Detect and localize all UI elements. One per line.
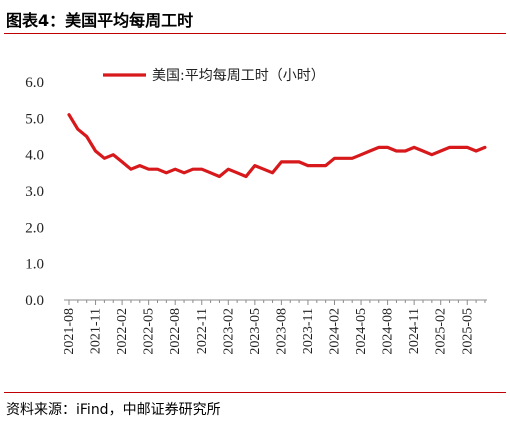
x-tick-label: 2023-05 xyxy=(248,308,263,355)
y-axis: 0.0 1.0 2.0 3.0 4.0 5.0 6.0 xyxy=(25,75,44,309)
x-tick-label: 2021-11 xyxy=(89,308,104,354)
x-tick-label: 2023-11 xyxy=(301,308,316,354)
x-axis: 2021-08 2021-11 2022-02 2022-05 2022-08 2022-… xyxy=(62,299,487,355)
y-tick-label: 3.0 xyxy=(25,184,44,200)
figure-title: 图表4：美国平均每周工时 xyxy=(6,11,194,30)
x-tick-label: 2021-08 xyxy=(62,308,77,355)
y-tick-label: 5.0 xyxy=(25,111,44,127)
x-tick-label: 2022-05 xyxy=(142,308,157,355)
x-tick-label: 2025-02 xyxy=(434,308,449,355)
x-tick-label: 2024-02 xyxy=(328,308,343,355)
x-tick-label: 2025-05 xyxy=(460,308,475,355)
source-rule xyxy=(4,392,506,393)
x-tick-label: 2022-02 xyxy=(115,308,130,355)
x-tick-label: 2024-11 xyxy=(407,308,422,354)
y-tick-label: 6.0 xyxy=(25,75,44,91)
x-tick-label: 2024-08 xyxy=(381,308,396,355)
series-line xyxy=(67,113,487,179)
legend-label: 美国:平均每周工时（小时） xyxy=(152,68,325,84)
x-tick-label: 2024-05 xyxy=(354,308,369,355)
x-tick-label: 2023-02 xyxy=(221,308,236,355)
legend: 美国:平均每周工时（小时） xyxy=(103,68,325,84)
x-tick-label: 2022-11 xyxy=(195,308,210,354)
y-tick-label: 0.0 xyxy=(25,293,44,309)
y-tick-label: 2.0 xyxy=(25,220,44,236)
series-layer xyxy=(67,113,487,179)
y-tick-label: 1.0 xyxy=(25,257,44,273)
x-tick-label: 2022-08 xyxy=(168,308,183,355)
x-tick-label: 2023-08 xyxy=(274,308,289,355)
title-rule xyxy=(4,33,506,34)
y-tick-label: 4.0 xyxy=(25,148,44,164)
source-note: 资料来源：iFind，中邮证券研究所 xyxy=(6,402,221,418)
